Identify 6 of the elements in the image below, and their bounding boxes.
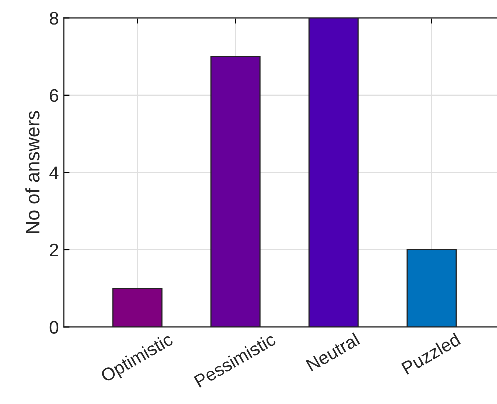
y-tick-label: 8 (50, 12, 58, 25)
y-tick-label: 2 (50, 244, 58, 257)
y-tick-label: 4 (50, 166, 59, 180)
y-axis-title: No of answers (26, 111, 40, 234)
y-tick-label: 0 (50, 321, 59, 334)
y-tick-label: 6 (50, 89, 58, 102)
